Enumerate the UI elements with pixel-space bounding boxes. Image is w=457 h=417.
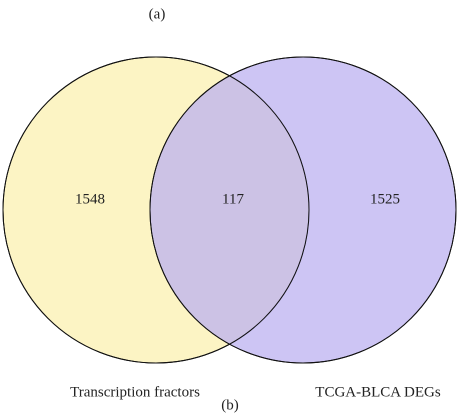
set-outline — [2, 56, 310, 364]
set-outline — [149, 56, 457, 364]
region-count: 117 — [222, 191, 244, 207]
set-label: TCGA-BLCA DEGs — [315, 384, 441, 400]
set-circle — [149, 56, 457, 364]
set-label: Transcription fractors — [70, 384, 200, 400]
panel-label: (a) — [149, 6, 166, 22]
caption: (b) — [221, 397, 239, 413]
region-count: 1525 — [370, 191, 400, 207]
region-count: 1548 — [75, 191, 105, 207]
